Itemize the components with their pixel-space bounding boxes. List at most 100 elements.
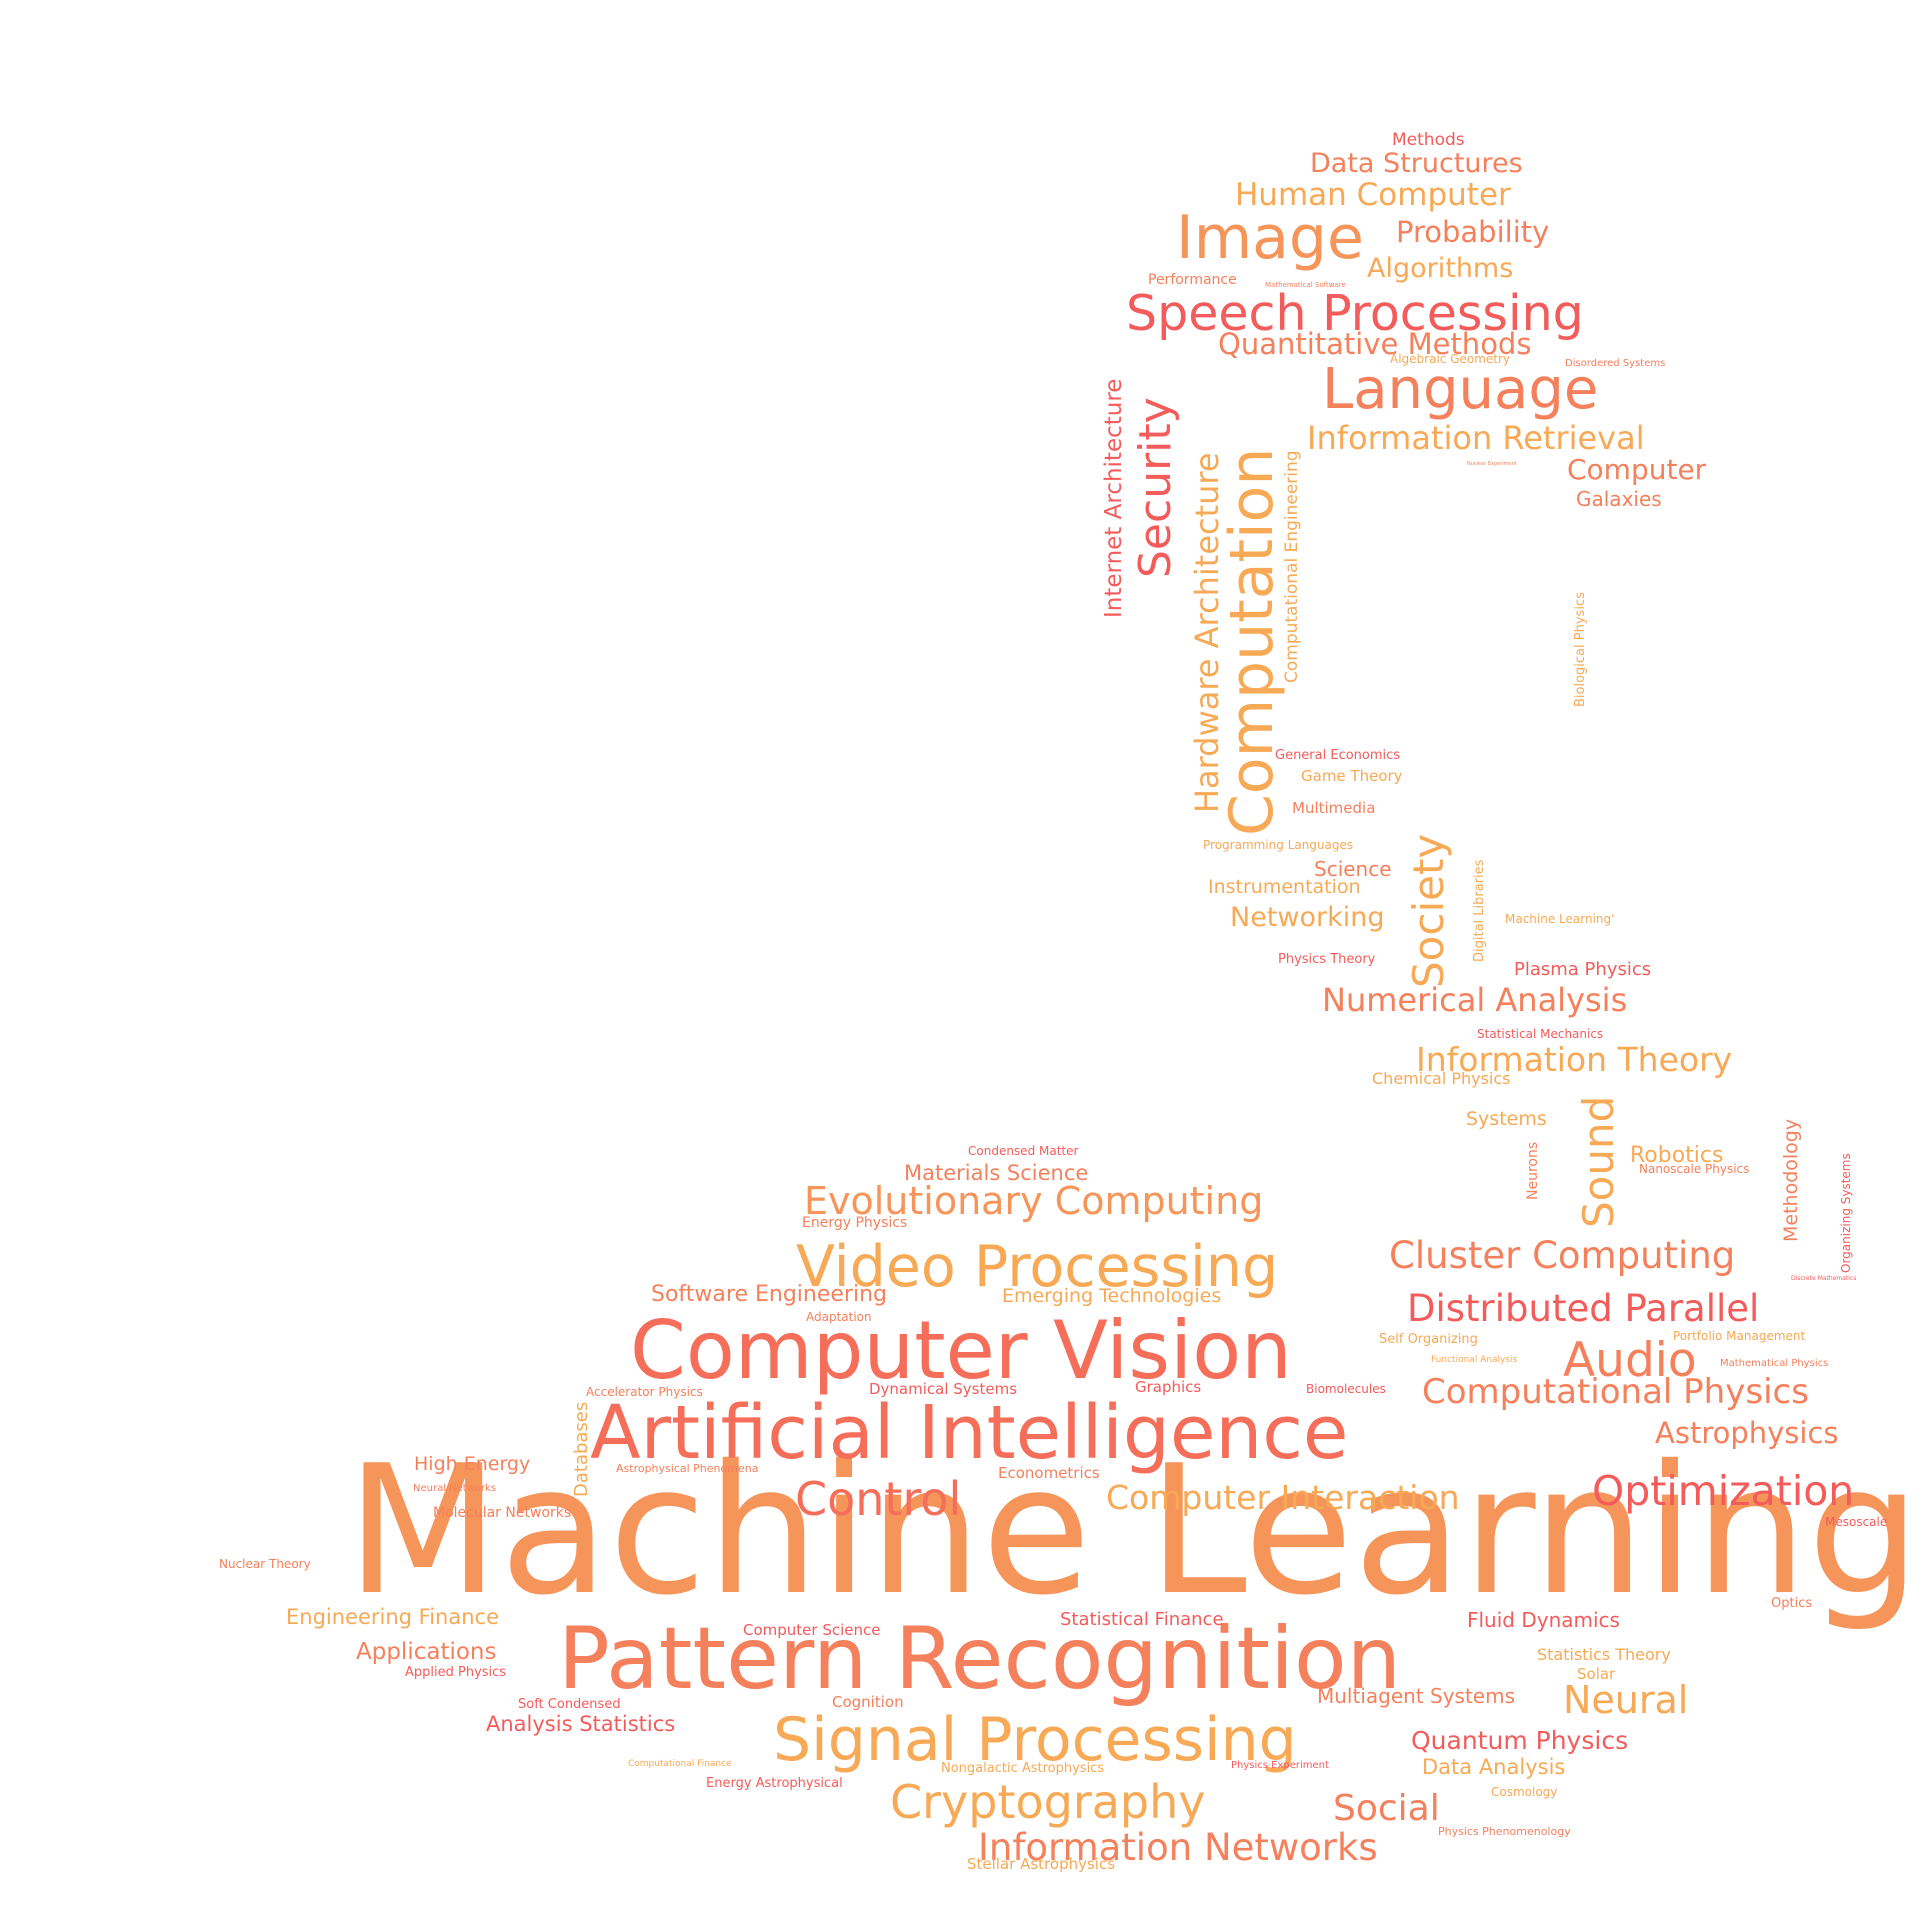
word-game-theory: Game Theory — [1301, 767, 1403, 785]
word-signal-processing: Signal Processing — [773, 1705, 1297, 1775]
word-performance: Performance — [1148, 272, 1237, 288]
word-disordered-systems: Disordered Systems — [1565, 358, 1665, 369]
word-internet-architecture: Internet Architecture — [1101, 379, 1127, 618]
word-cryptography: Cryptography — [890, 1775, 1206, 1829]
word-sound: Sound — [1574, 1096, 1623, 1228]
word-computer: Computer — [1567, 453, 1707, 486]
word-mesoscale: Mesoscale — [1825, 1515, 1887, 1529]
word-nongalactic-astrophysics: Nongalactic Astrophysics — [941, 1761, 1104, 1776]
word-statistical-mechanics: Statistical Mechanics — [1477, 1027, 1603, 1041]
word-probability: Probability — [1396, 215, 1549, 249]
word-graphics: Graphics — [1135, 1378, 1201, 1396]
word-machine-learning: Machine Learning' — [1505, 912, 1614, 926]
word-high-energy: High Energy — [414, 1453, 530, 1475]
word-language: Language — [1322, 357, 1598, 422]
word-dynamical-systems: Dynamical Systems — [869, 1380, 1017, 1398]
word-chemical-physics: Chemical Physics — [1372, 1069, 1511, 1088]
word-galaxies: Galaxies — [1576, 487, 1662, 511]
word-organizing-systems: Organizing Systems — [1839, 1153, 1853, 1273]
word-cognition: Cognition — [832, 1693, 904, 1711]
word-social: Social — [1333, 1788, 1440, 1829]
word-programming-languages: Programming Languages — [1203, 838, 1353, 852]
word-security: Security — [1130, 397, 1181, 578]
word-biomolecules: Biomolecules — [1306, 1382, 1386, 1396]
word-econometrics: Econometrics — [998, 1464, 1100, 1482]
word-science: Science — [1314, 857, 1392, 881]
word-biological-physics: Biological Physics — [1573, 592, 1588, 707]
word-computational-engineering: Computational Engineering — [1282, 450, 1302, 683]
word-distributed-parallel: Distributed Parallel — [1407, 1287, 1759, 1330]
word-quantum-physics: Quantum Physics — [1411, 1726, 1628, 1755]
word-quantitative-methods: Quantitative Methods — [1218, 327, 1531, 361]
word-optimization: Optimization — [1592, 1467, 1854, 1515]
word-multiagent-systems: Multiagent Systems — [1317, 1684, 1515, 1708]
word-discrete-mathematics: Discrete Mathematics — [1791, 1275, 1856, 1282]
word-machine-learning: Machine Learning — [346, 1427, 1920, 1634]
word-condensed-matter: Condensed Matter — [968, 1144, 1078, 1158]
word-algorithms: Algorithms — [1367, 253, 1513, 284]
word-neural: Neural — [1563, 1678, 1688, 1722]
word-analysis-statistics: Analysis Statistics — [486, 1712, 675, 1736]
word-nuclear-theory: Nuclear Theory — [219, 1557, 311, 1571]
word-cluster-computing: Cluster Computing — [1389, 1234, 1735, 1277]
word-mathematical-software: Mathematical Software — [1265, 281, 1346, 289]
word-emerging-technologies: Emerging Technologies — [1002, 1285, 1221, 1307]
word-neural-networks: Neural Networks — [413, 1483, 496, 1494]
word-methods: Methods — [1392, 130, 1465, 150]
word-astrophysics: Astrophysics — [1655, 1416, 1839, 1450]
word-astrophysical-phenomena: Astrophysical Phenomena — [616, 1462, 758, 1475]
word-networking: Networking — [1230, 902, 1385, 933]
word-statistics-theory: Statistics Theory — [1537, 1645, 1671, 1664]
word-statistical-finance: Statistical Finance — [1060, 1609, 1224, 1630]
word-databases: Databases — [571, 1402, 592, 1497]
word-society: Society — [1404, 834, 1453, 988]
word-materials-science: Materials Science — [904, 1161, 1088, 1185]
word-portfolio-management: Portfolio Management — [1673, 1329, 1806, 1343]
word-data-structures: Data Structures — [1310, 148, 1523, 179]
word-systems: Systems — [1466, 1108, 1547, 1130]
word-information-networks: Information Networks — [978, 1826, 1378, 1869]
word-software-engineering: Software Engineering — [651, 1282, 887, 1307]
word-evolutionary-computing: Evolutionary Computing — [804, 1179, 1263, 1223]
word-self-organizing: Self Organizing — [1379, 1332, 1478, 1347]
word-stellar-astrophysics: Stellar Astrophysics — [967, 1855, 1115, 1873]
word-information-retrieval: Information Retrieval — [1307, 419, 1645, 457]
word-computer-vision: Computer Vision — [630, 1304, 1292, 1397]
word-cosmology: Cosmology — [1491, 1785, 1557, 1799]
word-physics-phenomenology: Physics Phenomenology — [1438, 1825, 1571, 1838]
word-control: Control — [795, 1472, 961, 1526]
word-computation: Computation — [1217, 448, 1287, 836]
word-pattern-recognition: Pattern Recognition — [558, 1609, 1401, 1709]
word-mathematical-physics: Mathematical Physics — [1720, 1358, 1828, 1369]
word-soft-condensed: Soft Condensed — [518, 1697, 621, 1712]
word-algebraic-geometry: Algebraic Geometry — [1390, 352, 1510, 366]
word-adaptation: Adaptation — [806, 1310, 872, 1324]
word-speech-processing: Speech Processing — [1126, 285, 1584, 342]
word-computer-science: Computer Science — [743, 1621, 880, 1639]
word-video-processing: Video Processing — [796, 1234, 1278, 1300]
word-digital-libraries: Digital Libraries — [1472, 859, 1487, 962]
word-instrumentation: Instrumentation — [1208, 876, 1361, 898]
word-molecular-networks: Molecular Networks — [433, 1505, 571, 1521]
word-methodology: Methodology — [1780, 1119, 1802, 1242]
word-applied-physics: Applied Physics — [405, 1665, 506, 1680]
word-functional-analysis: Functional Analysis — [1431, 1355, 1518, 1365]
word-nanoscale-physics: Nanoscale Physics — [1639, 1162, 1749, 1176]
word-energy-physics: Energy Physics — [802, 1215, 907, 1231]
word-fluid-dynamics: Fluid Dynamics — [1467, 1608, 1620, 1632]
word-numerical-analysis: Numerical Analysis — [1322, 981, 1627, 1019]
word-optics: Optics — [1771, 1596, 1812, 1611]
word-robotics: Robotics — [1630, 1143, 1723, 1168]
word-computational-physics: Computational Physics — [1422, 1372, 1809, 1412]
word-information-theory: Information Theory — [1416, 1040, 1732, 1079]
word-artificial-intelligence: Artificial Intelligence — [590, 1390, 1348, 1476]
word-general-economics: General Economics — [1275, 748, 1400, 763]
word-solar: Solar — [1577, 1665, 1616, 1683]
word-accelerator-physics: Accelerator Physics — [586, 1385, 703, 1399]
word-audio: Audio — [1563, 1333, 1697, 1388]
word-image: Image — [1176, 203, 1364, 273]
word-plasma-physics: Plasma Physics — [1514, 959, 1651, 980]
word-human-computer: Human Computer — [1235, 177, 1511, 213]
word-multimedia: Multimedia — [1292, 799, 1375, 817]
